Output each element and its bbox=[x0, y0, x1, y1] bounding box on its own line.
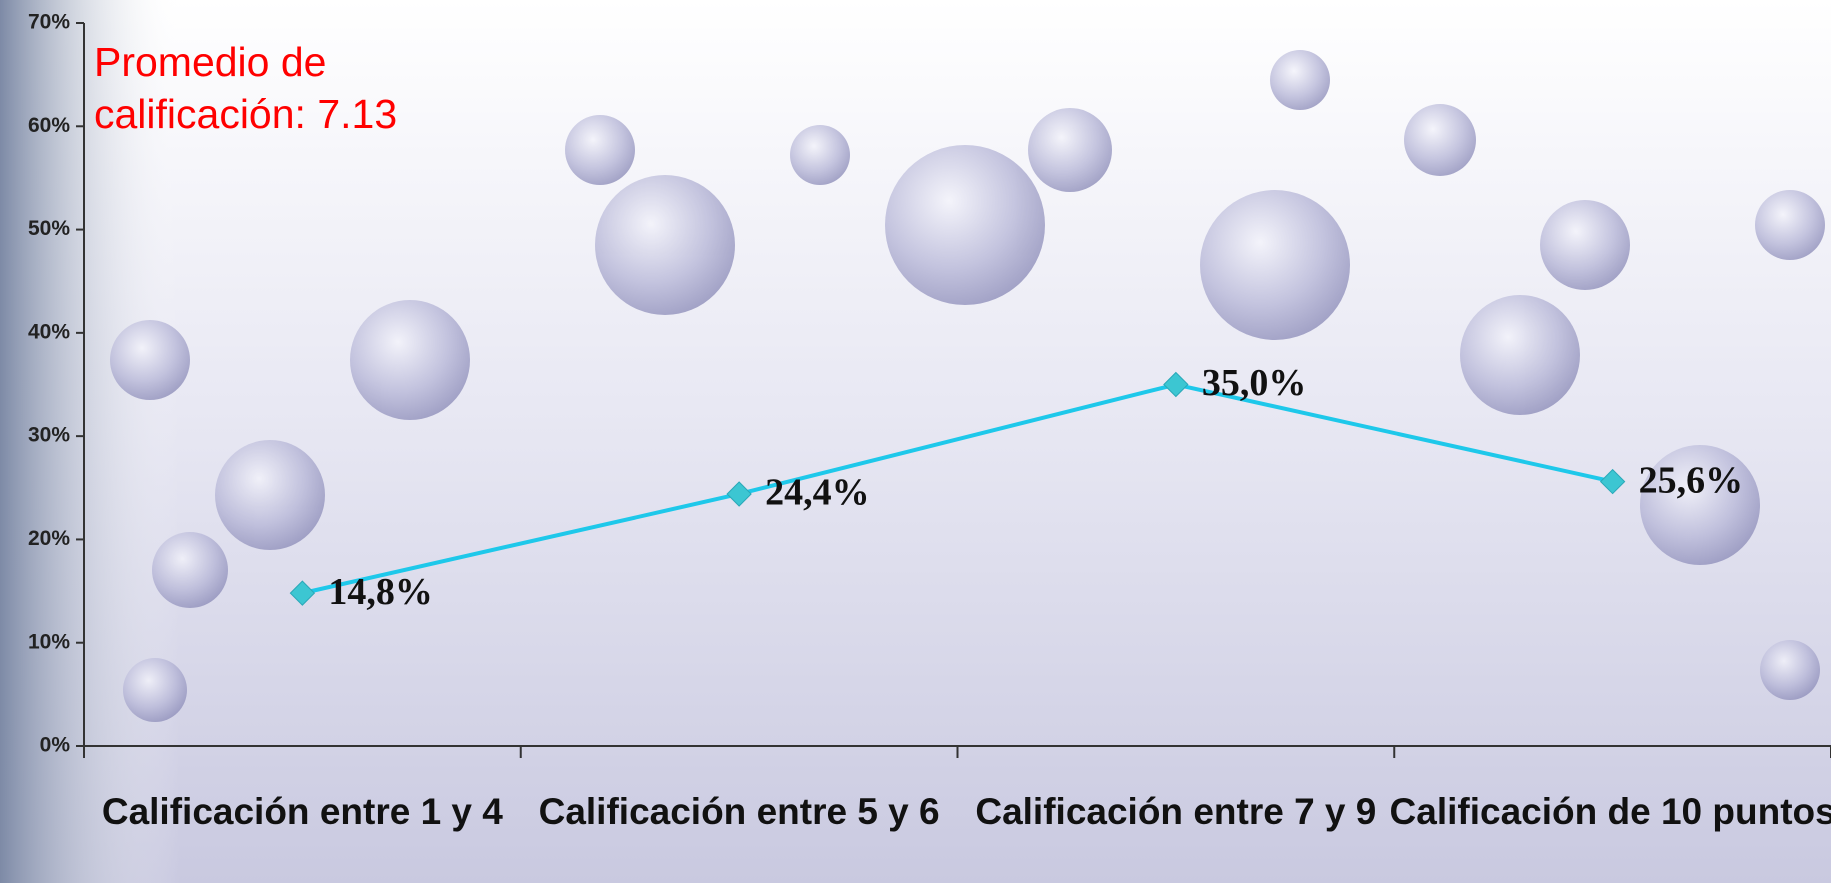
marker bbox=[289, 580, 316, 606]
marker bbox=[1163, 371, 1189, 398]
drop-decoration bbox=[110, 50, 1825, 722]
annotation: Promedio de calificación: 7.13 bbox=[94, 39, 398, 137]
y-tick-label: 40% bbox=[28, 320, 70, 343]
y-tick-label: 10% bbox=[28, 630, 70, 653]
y-tick-label: 70% bbox=[28, 11, 70, 34]
y-tick-label: 50% bbox=[28, 217, 70, 240]
x-tick-label: Calificación de 10 puntos bbox=[1389, 791, 1831, 832]
background-edge bbox=[0, 0, 180, 883]
y-tick-label: 30% bbox=[28, 424, 70, 447]
y-tick-label: 60% bbox=[28, 114, 70, 137]
data-label: 24,4% bbox=[765, 472, 870, 514]
x-tick-label: Calificación entre 5 y 6 bbox=[538, 791, 940, 832]
y-tick-label: 20% bbox=[28, 527, 70, 550]
x-tick-label: Calificación entre 7 y 9 bbox=[975, 791, 1377, 832]
data-label: 35,0% bbox=[1202, 362, 1307, 404]
data-label: 14,8% bbox=[328, 571, 433, 613]
y-tick-label: 0% bbox=[40, 734, 71, 757]
line bbox=[301, 382, 1614, 596]
marker bbox=[1599, 468, 1626, 495]
x-tick-label: Calificación entre 1 y 4 bbox=[101, 791, 503, 832]
data-label: 25,6% bbox=[1639, 459, 1744, 501]
marker bbox=[726, 481, 752, 507]
